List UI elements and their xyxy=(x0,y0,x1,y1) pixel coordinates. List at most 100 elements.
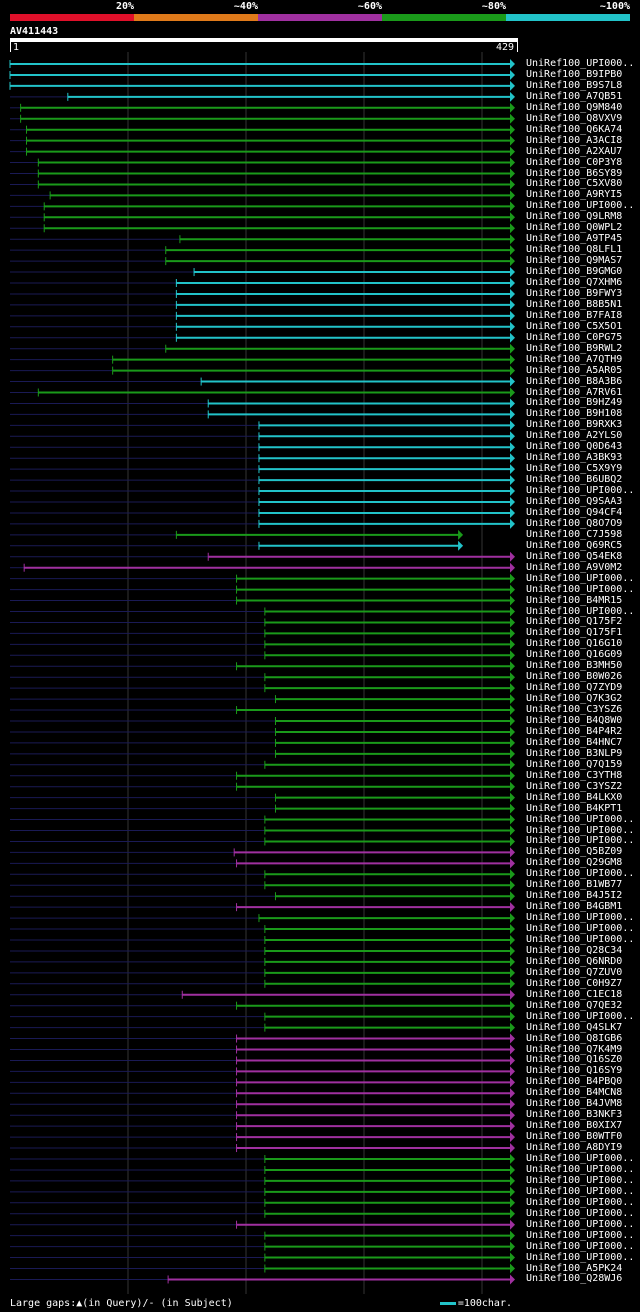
hit-label[interactable]: UniRef100_B4HNC7 xyxy=(526,736,623,748)
hit-label[interactable]: UniRef100_UPI000.. xyxy=(526,58,635,69)
hit-label[interactable]: UniRef100_UPI000.. xyxy=(526,1196,635,1208)
hit-label[interactable]: UniRef100_B3NLP9 xyxy=(526,747,623,759)
hit-label[interactable]: UniRef100_C0PG75 xyxy=(526,331,623,343)
hit-label[interactable]: UniRef100_B9IPB0 xyxy=(526,68,623,80)
hit-label[interactable]: UniRef100_Q9MAS7 xyxy=(526,255,623,267)
hit-label[interactable]: UniRef100_Q9LRM8 xyxy=(526,211,623,223)
hit-label[interactable]: UniRef100_A5AR05 xyxy=(526,364,623,376)
hit-label[interactable]: UniRef100_Q8O7O9 xyxy=(526,517,623,529)
hit-label[interactable]: UniRef100_A9RYI5 xyxy=(526,189,623,201)
hit-label[interactable]: UniRef100_Q5BZ09 xyxy=(526,846,623,858)
hit-label[interactable]: UniRef100_Q8VXV9 xyxy=(526,112,623,124)
hit-label[interactable]: UniRef100_C3YSZ2 xyxy=(526,780,623,792)
hit-label[interactable]: UniRef100_B9HZ49 xyxy=(526,397,623,409)
hit-label[interactable]: UniRef100_Q16G10 xyxy=(526,638,623,650)
hit-label[interactable]: UniRef100_B9S7L8 xyxy=(526,79,623,91)
hit-label[interactable]: UniRef100_B9FWY3 xyxy=(526,287,623,299)
hit-label[interactable]: UniRef100_B3NKF3 xyxy=(526,1109,623,1121)
hit-label[interactable]: UniRef100_A3BK93 xyxy=(526,452,623,464)
hit-label[interactable]: UniRef100_UPI000.. xyxy=(526,605,635,617)
hit-label[interactable]: UniRef100_UPI000.. xyxy=(526,1240,635,1252)
hit-label[interactable]: UniRef100_Q4SLK7 xyxy=(526,1021,623,1033)
hit-label[interactable]: UniRef100_UPI000.. xyxy=(526,1153,635,1164)
hit-label[interactable]: UniRef100_UPI000.. xyxy=(526,1218,635,1230)
hit-label[interactable]: UniRef100_A7QTH9 xyxy=(526,353,623,365)
hit-label[interactable]: UniRef100_B0WTF0 xyxy=(526,1131,623,1143)
hit-label[interactable]: UniRef100_B6SY89 xyxy=(526,167,623,179)
hit-label[interactable]: UniRef100_Q9M840 xyxy=(526,101,623,113)
hit-label[interactable]: UniRef100_A7RV61 xyxy=(526,386,623,398)
hit-label[interactable]: UniRef100_C1EC18 xyxy=(526,988,623,1000)
hit-label[interactable]: UniRef100_UPI000.. xyxy=(526,485,635,497)
hit-label[interactable]: UniRef100_B0W026 xyxy=(526,671,623,683)
hit-label[interactable]: UniRef100_B4P4R2 xyxy=(526,725,623,737)
hit-label[interactable]: UniRef100_C3YTH8 xyxy=(526,769,623,781)
hit-label[interactable]: UniRef100_Q0D643 xyxy=(526,441,623,453)
hit-label[interactable]: UniRef100_B4KPT1 xyxy=(526,802,623,814)
hit-label[interactable]: UniRef100_Q7Q159 xyxy=(526,758,623,770)
hit-label[interactable]: UniRef100_Q7XHM6 xyxy=(526,277,623,288)
hit-label[interactable]: UniRef100_UPI000.. xyxy=(526,572,635,584)
hit-label[interactable]: UniRef100_A5PK24 xyxy=(526,1262,623,1274)
hit-label[interactable]: UniRef100_Q7ZYD9 xyxy=(526,682,623,694)
hit-label[interactable]: UniRef100_Q0WPL2 xyxy=(526,222,623,234)
hit-label[interactable]: UniRef100_B4J5I2 xyxy=(526,890,623,902)
hit-label[interactable]: UniRef100_Q54EK8 xyxy=(526,550,623,562)
hit-label[interactable]: UniRef100_UPI000.. xyxy=(526,200,635,212)
hit-label[interactable]: UniRef100_UPI000.. xyxy=(526,923,635,935)
hit-label[interactable]: UniRef100_B9RWL2 xyxy=(526,342,623,354)
hit-label[interactable]: UniRef100_B8B5N1 xyxy=(526,298,623,310)
hit-label[interactable]: UniRef100_UPI000.. xyxy=(526,583,635,595)
hit-label[interactable]: UniRef100_Q8LFL1 xyxy=(526,244,623,256)
hit-label[interactable]: UniRef100_C5X9Y9 xyxy=(526,463,623,475)
hit-label[interactable]: UniRef100_B4LKX0 xyxy=(526,791,623,803)
hit-label[interactable]: UniRef100_A8DYI9 xyxy=(526,1142,623,1154)
hit-label[interactable]: UniRef100_UPI000.. xyxy=(526,835,635,847)
hit-label[interactable]: UniRef100_C5XV80 xyxy=(526,178,623,190)
hit-label[interactable]: UniRef100_B9RXK3 xyxy=(526,419,623,431)
hit-label[interactable]: UniRef100_C7J598 xyxy=(526,528,623,540)
hit-label[interactable]: UniRef100_B4JVM8 xyxy=(526,1098,623,1110)
hit-label[interactable]: UniRef100_Q16SZ0 xyxy=(526,1054,623,1066)
hit-label[interactable]: UniRef100_B4PBQ0 xyxy=(526,1076,623,1088)
hit-label[interactable]: UniRef100_UPI000.. xyxy=(526,1163,635,1175)
hit-label[interactable]: UniRef100_Q6NRD0 xyxy=(526,955,623,967)
hit-label[interactable]: UniRef100_UPI000.. xyxy=(526,934,635,945)
hit-label[interactable]: UniRef100_A9TP45 xyxy=(526,233,623,245)
hit-label[interactable]: UniRef100_Q29GM8 xyxy=(526,857,623,869)
hit-label[interactable]: UniRef100_Q175F1 xyxy=(526,627,623,639)
hit-label[interactable]: UniRef100_A7QB51 xyxy=(526,90,623,102)
hit-label[interactable]: UniRef100_Q94CF4 xyxy=(526,506,623,518)
hit-label[interactable]: UniRef100_UPI000.. xyxy=(526,1185,635,1197)
hit-label[interactable]: UniRef100_UPI000.. xyxy=(526,1251,635,1263)
hit-label[interactable]: UniRef100_UPI000.. xyxy=(526,1229,635,1241)
hit-label[interactable]: UniRef100_C0P3Y8 xyxy=(526,156,623,168)
hit-label[interactable]: UniRef100_B1WB77 xyxy=(526,879,623,891)
hit-label[interactable]: UniRef100_Q7ZUV0 xyxy=(526,966,623,978)
hit-label[interactable]: UniRef100_UPI000.. xyxy=(526,1174,635,1186)
hit-label[interactable]: UniRef100_Q16SY9 xyxy=(526,1065,623,1077)
hit-label[interactable]: UniRef100_Q28WJ6 xyxy=(526,1273,623,1285)
hit-label[interactable]: UniRef100_Q6KA74 xyxy=(526,123,623,135)
hit-label[interactable]: UniRef100_UPI000.. xyxy=(526,1207,635,1219)
hit-label[interactable]: UniRef100_B6UBQ2 xyxy=(526,474,623,486)
hit-label[interactable]: UniRef100_UPI000.. xyxy=(526,824,635,836)
hit-label[interactable]: UniRef100_C0H9Z7 xyxy=(526,977,623,989)
hit-label[interactable]: UniRef100_B4Q8W0 xyxy=(526,715,623,726)
hit-label[interactable]: UniRef100_A3ACI8 xyxy=(526,134,623,146)
hit-label[interactable]: UniRef100_B7FAI8 xyxy=(526,309,623,321)
hit-label[interactable]: UniRef100_B4GBM1 xyxy=(526,901,623,913)
hit-label[interactable]: UniRef100_Q8IGB6 xyxy=(526,1032,623,1044)
hit-label[interactable]: UniRef100_Q7K3G2 xyxy=(526,693,623,705)
hit-label[interactable]: UniRef100_C3YSZ6 xyxy=(526,704,623,716)
hit-label[interactable]: UniRef100_Q69RC5 xyxy=(526,539,623,551)
hit-label[interactable]: UniRef100_Q28C34 xyxy=(526,944,623,956)
hit-label[interactable]: UniRef100_B9GMG0 xyxy=(526,266,623,278)
hit-label[interactable]: UniRef100_A9V0M2 xyxy=(526,561,623,573)
hit-label[interactable]: UniRef100_B8A3B6 xyxy=(526,375,623,387)
hit-label[interactable]: UniRef100_UPI000.. xyxy=(526,1010,635,1022)
hit-label[interactable]: UniRef100_Q175F2 xyxy=(526,616,623,628)
hit-label[interactable]: UniRef100_UPI000.. xyxy=(526,912,635,924)
hit-label[interactable]: UniRef100_B0XIX7 xyxy=(526,1120,623,1132)
hit-label[interactable]: UniRef100_B4MR15 xyxy=(526,594,623,606)
